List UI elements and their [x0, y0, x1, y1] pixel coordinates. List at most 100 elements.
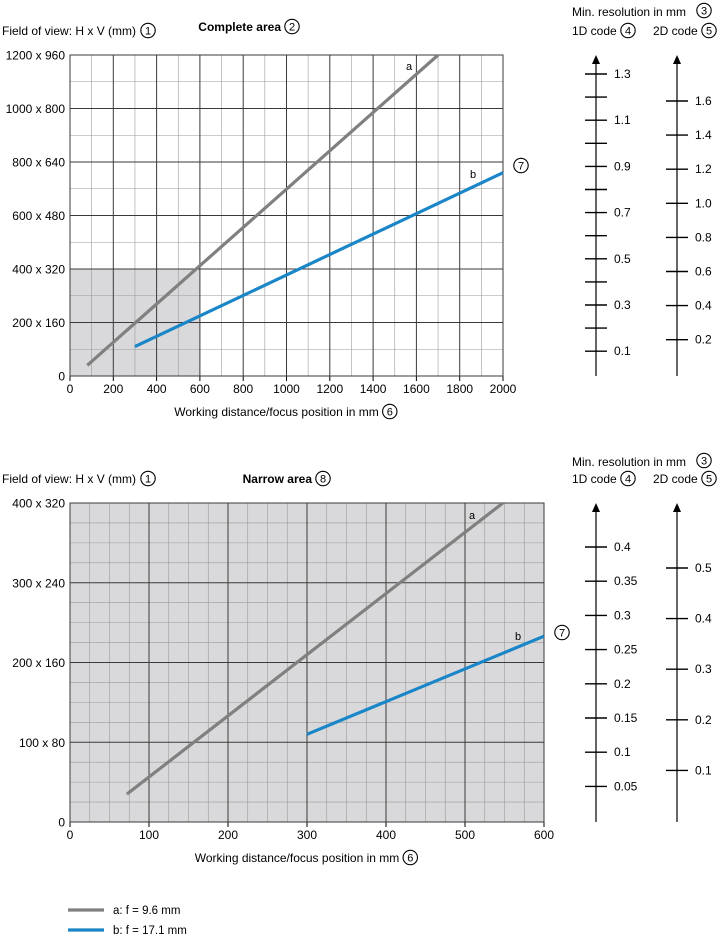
chart2-ylabel-marker-number: 1 [145, 474, 151, 486]
chart2-series-b-label: b [515, 631, 521, 643]
chart1-xtick-label: 1200 [316, 382, 343, 396]
chart1-xlabel: Working distance/focus position in mm [174, 405, 379, 419]
chart2-scale-2d-marker-number: 5 [706, 474, 712, 486]
chart1-scale-1d-tick-label: 1.1 [614, 113, 631, 127]
chart2-callout-marker: 7 [554, 624, 570, 641]
legend-label-a: a: f = 9.6 mm [113, 905, 180, 917]
chart2-ylabel-marker: 1 [140, 470, 156, 487]
chart1-scale-1d-tick-label: 0.3 [614, 298, 631, 312]
chart2-scale-1d-tick-label: 0.05 [614, 779, 638, 793]
chart2-series-a-label: a [469, 510, 476, 522]
chart2-scale-2d-tick-label: 0.3 [695, 662, 712, 676]
chart2-scale-1d-marker-circle [620, 470, 636, 487]
chart2-title-marker-number: 8 [320, 474, 326, 486]
chart1-ylabel-marker-number: 1 [145, 26, 151, 38]
chart1-xtick-label: 1000 [273, 382, 300, 396]
chart1-scale-1d-tick-label: 0.1 [614, 344, 631, 358]
chart1-scale-1d-tick-label: 0.5 [614, 252, 631, 266]
chart2-xtick-label: 200 [218, 828, 238, 842]
chart1-resolution-title-marker-number: 3 [701, 6, 707, 18]
chart2-scale-1d-tick-label: 0.25 [614, 643, 638, 657]
chart2-resolution-title-marker-number: 3 [701, 456, 707, 468]
chart1-scale-1d-arrow [592, 55, 600, 64]
chart1-scale-2d-tick-label: 0.8 [695, 230, 712, 244]
chart1-xlabel-marker-number: 6 [387, 407, 393, 419]
chart2-resolution-title-marker-circle [696, 452, 712, 469]
chart1-scale-2d-marker-circle [701, 22, 717, 39]
chart2-scale-2d-tick-label: 0.5 [695, 561, 712, 575]
chart1-scale-2d-tick-label: 1.0 [695, 196, 712, 210]
chart2-ylabel: Field of view: H x V (mm) [2, 472, 136, 486]
chart1-xtick-label: 200 [103, 382, 123, 396]
chart1-series-a-line [86, 53, 440, 367]
chart1-resolution-scales: Min. resolution in mm 3 1D code 4 2D code 5 1.… [572, 2, 717, 376]
chart2-title: Narrow area [243, 472, 313, 486]
chart1-xtick-label: 2000 [490, 382, 517, 396]
chart1-scale-1d-tick-label: 0.9 [614, 159, 631, 173]
chart1-ylabel-marker: 1 [140, 22, 156, 39]
chart2: 0 100 200 300 400 500 600 0 100 x 80 200 x 160 300… [2, 452, 717, 866]
chart2-xlabel-marker: 6 [402, 849, 419, 866]
legend-label-b: b: f = 17.1 mm [113, 925, 187, 937]
chart1-scale-1d-marker: 4 [620, 22, 636, 39]
chart2-scale-2d-marker: 5 [701, 470, 717, 487]
chart2-scale-1d-tick-label: 0.3 [614, 608, 631, 622]
chart2-scale-1d-marker: 4 [620, 470, 636, 487]
chart1-ylabel: Field of view: H x V (mm) [2, 24, 136, 38]
chart1-ytick-label: 200 x 160 [12, 316, 65, 330]
chart2-scale-2d-arrow [673, 503, 681, 512]
chart1: 0 200 400 600 800 1000 1200 1400 1600 1800 2000020… [2, 2, 717, 420]
chart2-xtick-label: 600 [534, 828, 554, 842]
chart1-scale-2d-tick-label: 1.4 [695, 128, 712, 142]
chart1-xlabel-marker-circle [382, 403, 398, 420]
chart1-xtick-label: 800 [233, 382, 253, 396]
chart2-scale-2d-label: 2D code [653, 472, 698, 486]
chart1-callout-marker: 7 [513, 157, 529, 174]
chart2-scale-1d-marker-number: 4 [625, 474, 631, 486]
chart2-title-marker-circle [315, 470, 331, 487]
chart2-scale-1d-label: 1D code [572, 472, 617, 486]
chart2-xlabel: Working distance/focus position in mm [195, 851, 400, 865]
chart1-scale-1d-marker-circle [620, 22, 636, 39]
chart2-callout-marker-number: 7 [559, 628, 565, 640]
chart2-scale-2d-tick-label: 0.4 [695, 612, 712, 626]
chart1-title-marker-circle [284, 18, 300, 35]
chart1-scale-2d-label: 2D code [653, 24, 698, 38]
chart1-ylabel-marker-circle [140, 22, 156, 39]
chart2-scale-1d-tick-label: 0.2 [614, 677, 631, 691]
chart1-resolution-title: Min. resolution in mm [572, 5, 686, 19]
chart1-ytick-label: 0 [58, 370, 65, 384]
chart1-scale-2d-tick-label: 1.6 [695, 94, 712, 108]
chart2-scale-2d-marker-circle [701, 470, 717, 487]
chart2-scale-1d-tick-label: 0.35 [614, 574, 638, 588]
chart2-xtick-label: 300 [297, 828, 317, 842]
chart1-scale-2d-tick-label: 1.2 [695, 162, 712, 176]
chart1-ytick-label: 1000 x 800 [6, 102, 66, 116]
chart2-xtick-label: 400 [376, 828, 396, 842]
chart1-plot-frame [69, 54, 504, 377]
chart2-scale-2d-tick-label: 0.2 [695, 713, 712, 727]
chart1-series-b-line [134, 171, 504, 349]
chart1-scale-2d-tick-label: 0.4 [695, 299, 712, 313]
chart1-xtick-label: 1600 [403, 382, 430, 396]
chart2-series-b-line [306, 634, 545, 736]
chart1-scale-2d-tick-label: 0.2 [695, 333, 712, 347]
chart1-title-marker: 2 [284, 18, 300, 35]
chart2-resolution-title: Min. resolution in mm [572, 455, 686, 469]
chart2-xtick-label: 100 [139, 828, 159, 842]
chart1-xtick-label: 0 [67, 382, 74, 396]
chart2-ytick-label: 100 x 80 [19, 736, 65, 750]
chart1-scale-1d-tick-label: 1.3 [614, 67, 631, 81]
chart1-resolution-title-marker-circle [696, 2, 712, 19]
chart1-title-marker-number: 2 [289, 22, 295, 34]
chart2-series-a-line [125, 501, 504, 796]
chart1-xtick-label: 1800 [446, 382, 473, 396]
chart1-series-a-label: a [406, 61, 413, 73]
chart1-ytick-label: 1200 x 960 [6, 49, 66, 63]
legend: a: f = 9.6 mm b: f = 17.1 mm [68, 905, 187, 937]
chart1-xtick-label: 600 [190, 382, 210, 396]
chart2-scale-1d-tick-label: 0.15 [614, 711, 638, 725]
chart2-plot-frame [69, 502, 545, 823]
chart2-scale-1d-arrow [592, 503, 600, 512]
